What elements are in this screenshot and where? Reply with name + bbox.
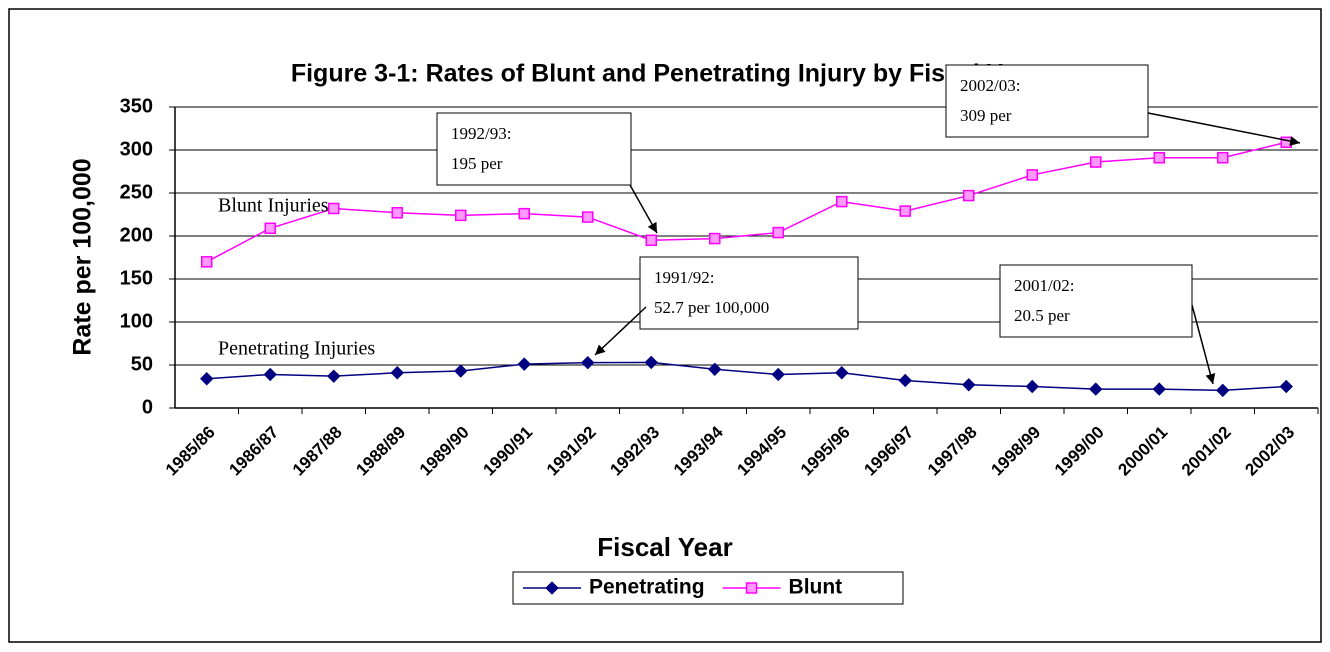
annotation-text: 2002/03: [960,76,1020,95]
series-label: Penetrating Injuries [218,338,375,360]
annotation-text: 1991/92: [654,268,714,287]
annotation-arrow [1147,112,1301,146]
y-tick-label: 100 [120,310,153,332]
y-tick-label: 350 [120,95,153,117]
data-point [200,372,214,386]
data-point [201,256,213,268]
annotation-arrow [1191,304,1216,385]
series-line [206,141,1287,263]
data-point [328,202,340,215]
data-point [263,367,277,382]
data-point [962,378,976,392]
data-point [327,369,341,383]
data-point [1279,379,1293,394]
annotation-box [639,256,859,330]
data-point [1026,169,1038,181]
data-point [454,364,468,378]
data-point [899,205,911,217]
series [200,355,1293,398]
annotation-text: 20.5 per [1014,306,1070,325]
chart-title: Figure 3-1: Rates of Blunt and Penetrati… [291,60,1040,88]
data-point [1152,382,1166,396]
annotation-text: 1992/93: [451,124,511,143]
data-point [545,581,559,595]
data-point [582,211,594,223]
y-tick-label: 0 [142,396,153,418]
series-label: Blunt Injuries [218,195,329,217]
data-point [581,355,595,370]
annotation-text: 2001/02: [1014,276,1074,295]
data-point [518,207,530,220]
annotation-box [945,64,1149,138]
data-point [1280,136,1292,149]
annotation-text: 309 per [960,106,1012,125]
series [201,136,1292,268]
data-point [708,362,722,377]
y-tick-label: 200 [120,224,153,246]
annotation-box [999,264,1193,338]
y-tick-label: 250 [120,181,153,203]
data-point [1090,156,1102,168]
annotation-arrow [629,184,658,234]
data-point [898,373,912,388]
y-axis-label: Rate per 100,000 [69,158,97,355]
data-point [771,367,785,382]
data-point [390,366,404,380]
data-point [455,209,467,222]
data-point [264,222,276,235]
data-point [963,189,975,202]
data-point [745,582,758,594]
data-point [1216,383,1230,398]
y-tick-label: 50 [131,353,153,375]
data-point [1025,379,1039,394]
data-point [645,234,657,247]
data-point [1089,382,1103,396]
x-axis-label: Fiscal Year [597,532,732,562]
data-point [644,355,658,370]
y-tick-label: 300 [120,138,153,160]
data-point [1217,151,1229,164]
annotation-text: 195 per [451,154,503,173]
data-point [836,195,848,208]
series-line [206,361,1287,392]
legend-label: Penetrating [589,576,705,599]
annotation-box [436,112,632,186]
legend-label: Blunt [789,576,843,599]
data-point [835,366,849,380]
y-tick-label: 150 [120,267,153,289]
data-point [391,207,403,219]
data-point [517,357,531,371]
annotation-text: 52.7 per 100,000 [654,298,769,317]
annotation-arrow [594,306,647,356]
data-point [772,226,784,239]
data-point [1153,151,1165,164]
data-point [709,232,721,245]
